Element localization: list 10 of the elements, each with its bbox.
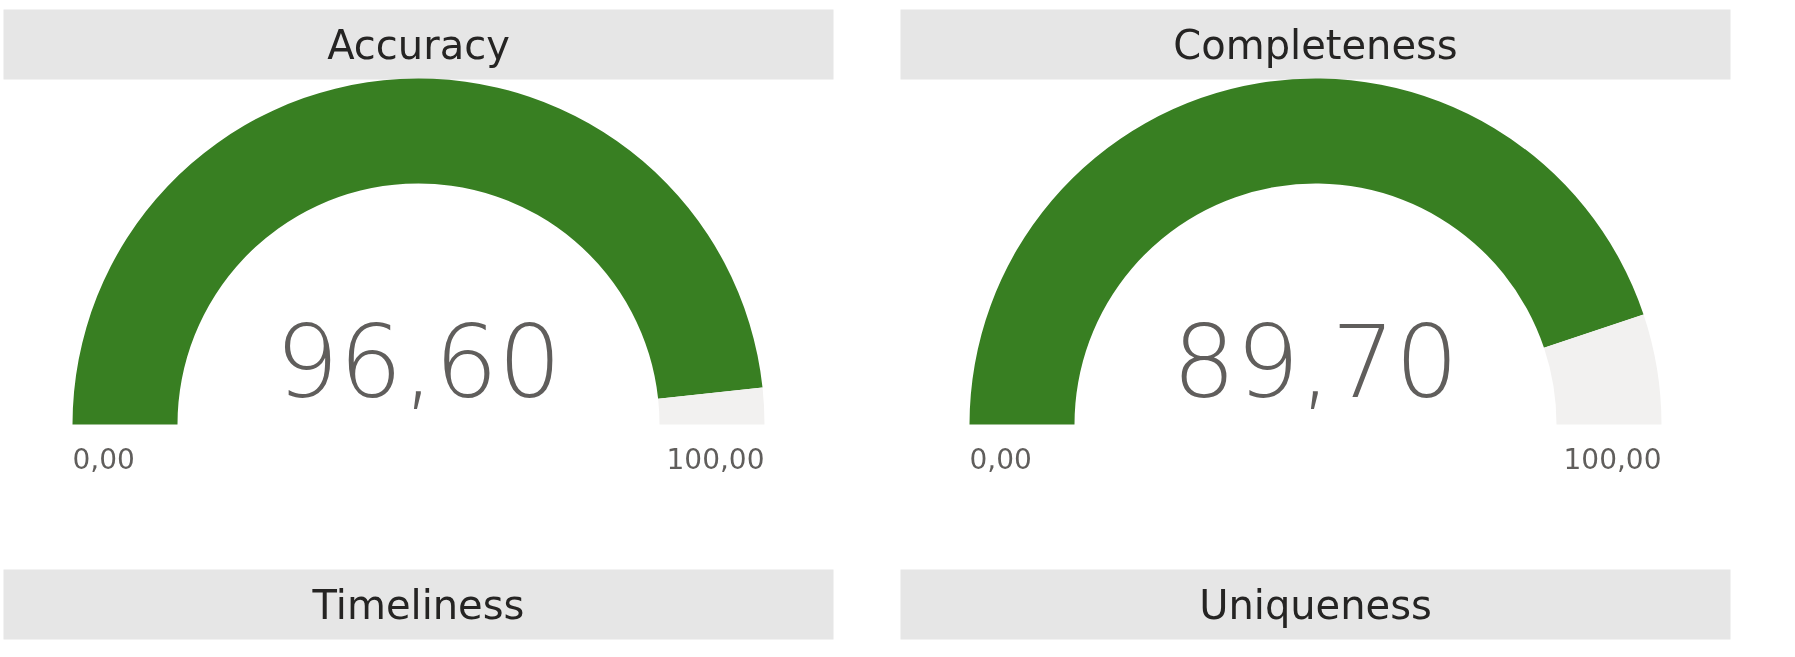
text: 100,00: [666, 443, 765, 476]
chart-title: Completeness: [1173, 21, 1458, 68]
text: Uniqueness: [1199, 581, 1432, 628]
text: Timeliness: [311, 581, 525, 628]
chart-title: Accuracy: [327, 21, 510, 68]
data-label: 89,70: [1172, 304, 1459, 421]
text: 0,00: [969, 443, 1032, 476]
text: 0,00: [72, 443, 135, 476]
text: 100,00: [1563, 443, 1662, 476]
data-label: 96,60: [275, 304, 562, 421]
